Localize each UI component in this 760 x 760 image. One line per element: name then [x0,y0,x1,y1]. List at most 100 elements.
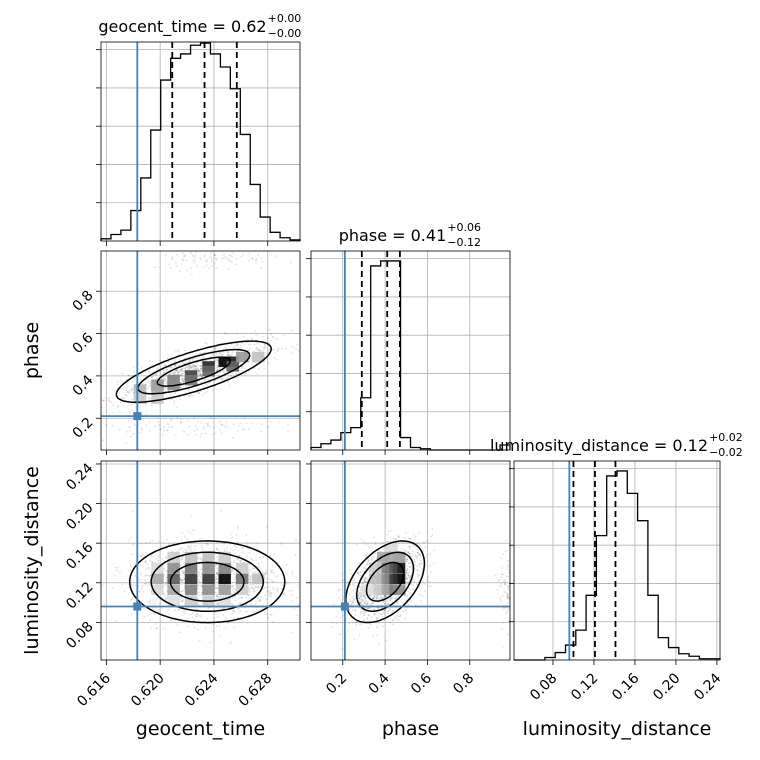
sample-point [173,399,176,402]
sample-point [97,414,99,416]
sample-point [365,611,367,613]
sample-point [368,599,371,601]
sample-point [251,257,254,260]
sample-point [416,583,418,586]
sample-point [503,583,506,586]
sample-point [384,603,386,606]
sample-point [182,362,185,365]
sample-point [361,582,364,584]
sample-point [199,581,202,584]
sample-point [298,349,300,352]
sample-point [423,541,425,544]
sample-point [164,363,167,366]
sample-point [198,614,201,617]
sample-point [386,600,388,602]
sample-point [192,394,195,396]
sample-point [156,366,159,369]
sample-point [158,424,160,426]
sample-point [206,390,209,393]
sample-point [140,578,143,581]
sample-point [416,552,419,554]
sample-point [291,329,294,332]
sample-point [360,574,362,577]
sample-point [249,582,252,585]
density-cell [385,551,398,563]
sample-point [171,257,174,260]
sample-point [149,575,152,577]
sample-point [200,594,203,597]
sample-point [179,370,182,372]
sample-point [335,622,338,625]
sample-point [291,573,294,575]
sample-point [335,615,338,618]
sample-point [421,595,424,598]
sample-point [259,599,262,601]
sample-point [180,421,183,424]
sample-point [165,381,168,383]
sample-point [269,613,272,616]
sample-point [359,602,362,604]
sample-point [179,564,182,567]
sample-point [163,427,166,430]
sample-point [362,540,365,543]
hist-step-geocent_time [100,42,301,241]
sample-point [390,529,393,532]
sample-point [216,359,218,362]
sample-point [396,600,399,603]
sample-point [196,372,199,375]
sample-point [129,411,131,413]
sample-point [102,439,105,441]
sample-point [358,634,361,636]
sample-point [180,600,183,602]
sample-point [249,576,252,579]
sample-point [503,582,506,584]
sample-point [195,615,198,618]
sample-point [188,364,191,367]
sample-point [251,338,254,340]
sample-point [227,268,230,271]
sample-point [295,576,298,579]
sample-point [168,613,171,616]
sample-point [277,350,280,352]
sample-point [237,347,240,349]
sample-point [202,547,204,550]
sample-point [145,561,147,564]
sample-point [377,622,380,625]
sample-point [144,582,147,585]
sample-point [365,563,368,566]
sample-point [246,555,248,558]
sample-point [200,432,203,435]
sample-point [371,601,374,604]
sample-point [212,376,215,379]
sample-point [207,607,210,610]
sample-point [141,585,144,587]
sample-point [216,560,219,563]
sample-point [177,608,180,611]
density-cell [151,573,164,585]
sample-point [116,383,119,386]
sample-point [153,374,156,376]
sample-point [370,559,372,562]
sample-point [358,574,361,577]
sample-point [250,337,253,340]
sample-point [157,266,160,268]
sample-point [248,360,250,362]
sample-point [108,397,110,400]
sample-point [226,257,229,260]
sample-point [188,365,191,367]
sample-point [312,589,314,591]
sample-point [150,555,153,557]
sample-point [128,374,131,377]
sample-point [363,595,365,597]
sample-point [219,351,222,354]
sample-point [196,608,198,610]
sample-point [267,593,270,596]
sample-point [199,568,202,571]
sample-point [208,267,210,270]
sample-point [174,360,177,363]
sample-point [204,254,206,257]
sample-point [260,596,262,599]
sample-point [283,592,286,595]
sample-point [230,570,233,572]
sample-point [245,597,248,599]
